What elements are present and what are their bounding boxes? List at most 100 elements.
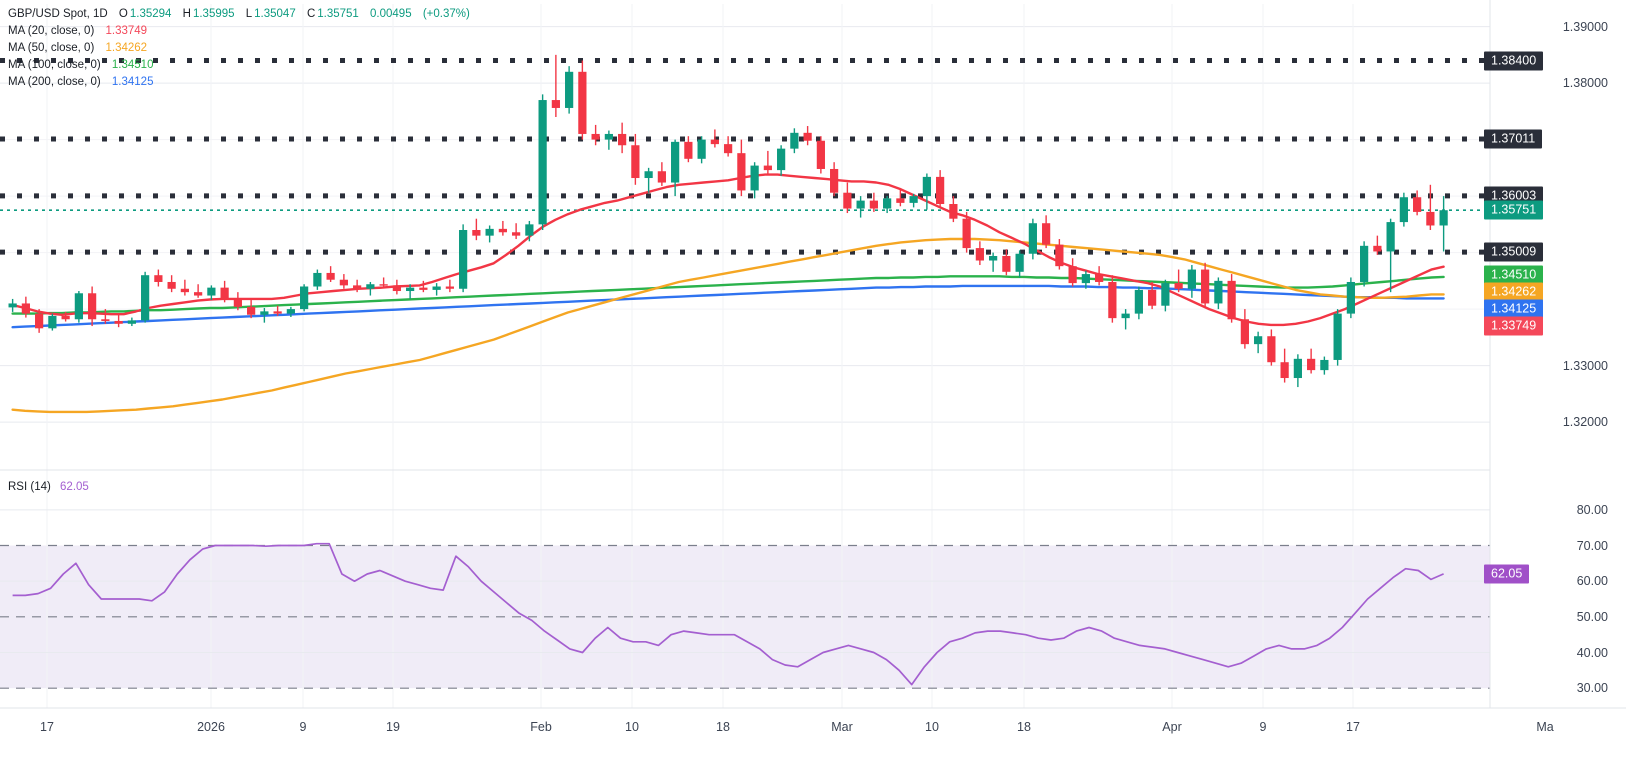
candlestick [101, 309, 110, 324]
candle-body [366, 284, 375, 289]
candlestick [737, 139, 746, 197]
ma50-label: MA (50, close, 0) [8, 42, 95, 54]
time-tick: Feb [530, 720, 552, 734]
candlestick [962, 211, 971, 253]
candle-body [1413, 197, 1422, 212]
price-badge-ma50[interactable]: 1.34262 [1484, 282, 1544, 302]
candlestick [35, 309, 44, 333]
candle-body [843, 192, 852, 209]
candlestick [750, 162, 759, 199]
candle-body [591, 133, 600, 140]
candlestick [816, 136, 825, 174]
candlestick [1134, 286, 1143, 320]
legend-ma20-row[interactable]: MA (20, close, 0) 1.33749 [8, 23, 472, 40]
time-tick: 17 [1346, 720, 1360, 734]
candlestick [1161, 279, 1170, 312]
candlestick [1187, 265, 1196, 298]
candlestick [856, 196, 865, 218]
candlestick [8, 298, 17, 312]
price-badge-ma20[interactable]: 1.33749 [1484, 316, 1544, 336]
candlestick [763, 150, 772, 174]
candle-body [1240, 319, 1249, 345]
candlestick [61, 311, 70, 322]
candlestick [1413, 190, 1422, 216]
time-tick: 10 [625, 720, 639, 734]
rsi-label: RSI (14) [8, 481, 51, 493]
candlestick [127, 317, 136, 327]
candle-body [975, 248, 984, 261]
price-badge-ma200[interactable]: 1.34125 [1484, 299, 1544, 319]
time-axis[interactable]: 17 2026 9 19 Feb 10 18 Mar 10 18 Apr 9 17 Ma [0, 708, 1626, 761]
candle-body [1254, 336, 1263, 345]
candle-body [180, 288, 189, 293]
ma20-line [11, 173, 1445, 327]
time-tick: 2026 [197, 720, 225, 734]
candle-body [326, 272, 335, 280]
candle-body [724, 144, 733, 154]
candle-body [1399, 197, 1408, 223]
candlestick [1360, 241, 1369, 287]
price-badge-last-price[interactable]: 1.35751 [1484, 200, 1544, 220]
candlestick [1426, 184, 1435, 230]
candlestick [1068, 258, 1077, 287]
legend-ma100-row[interactable]: MA (100, close, 0) 1.34510 [8, 57, 472, 74]
candle-body [300, 286, 309, 310]
candle-body [445, 286, 454, 289]
candle-body [777, 148, 786, 171]
candlestick [869, 192, 878, 212]
candle-body [697, 139, 706, 159]
candle-body [353, 285, 362, 289]
candlestick [233, 292, 242, 311]
candle-body [604, 133, 613, 140]
rsi-value-badge[interactable]: 62.05 [1484, 564, 1530, 584]
candlestick [313, 269, 322, 290]
candlestick [710, 129, 719, 148]
candlestick [1174, 269, 1183, 293]
candle-body [406, 287, 415, 292]
candle-body [922, 176, 931, 197]
price-badge-level[interactable]: 1.38400 [1484, 51, 1544, 70]
rsi-line [12, 542, 1444, 686]
rsi-legend[interactable]: RSI (14) 62.05 [8, 481, 89, 493]
high-label: H [182, 8, 191, 20]
candle-body [631, 145, 640, 179]
candlestick [1399, 192, 1408, 227]
candle-body [949, 204, 958, 219]
candlestick [498, 220, 507, 236]
price-badge-level[interactable]: 1.35009 [1484, 242, 1544, 262]
time-tick: 18 [716, 720, 730, 734]
price-badge-level[interactable]: 1.37011 [1484, 129, 1543, 149]
open-label: O [118, 8, 128, 20]
candlestick [1148, 281, 1157, 310]
candlestick [790, 128, 799, 154]
candle-body [88, 293, 97, 320]
candlestick [459, 224, 468, 293]
price-badge-ma100[interactable]: 1.34510 [1484, 265, 1544, 285]
candle-body [1214, 280, 1223, 304]
candle-body [1439, 210, 1448, 226]
candlestick [1028, 218, 1037, 260]
candlestick [684, 136, 693, 163]
price-axis[interactable]: 1.39000 1.38000 1.33000 1.32000 1.38400 1.370… [1480, 0, 1626, 761]
candle-body [909, 196, 918, 203]
candlestick [1240, 309, 1249, 349]
candlestick [194, 284, 203, 298]
ma200-value: 1.34125 [111, 76, 154, 88]
candlestick [326, 266, 335, 282]
open-value: 1.35294 [129, 8, 172, 20]
time-tick: 17 [40, 720, 54, 734]
candlestick [1055, 239, 1064, 270]
legend-ma200-row[interactable]: MA (200, close, 0) 1.34125 [8, 74, 472, 91]
candlestick [74, 291, 83, 323]
candle-body [989, 255, 998, 261]
candle-body [578, 71, 587, 134]
candlestick [21, 296, 30, 318]
legend-ma50-row[interactable]: MA (50, close, 0) 1.34262 [8, 40, 472, 57]
candlestick [406, 284, 415, 299]
candle-body [618, 133, 627, 146]
time-tick: 10 [925, 720, 939, 734]
